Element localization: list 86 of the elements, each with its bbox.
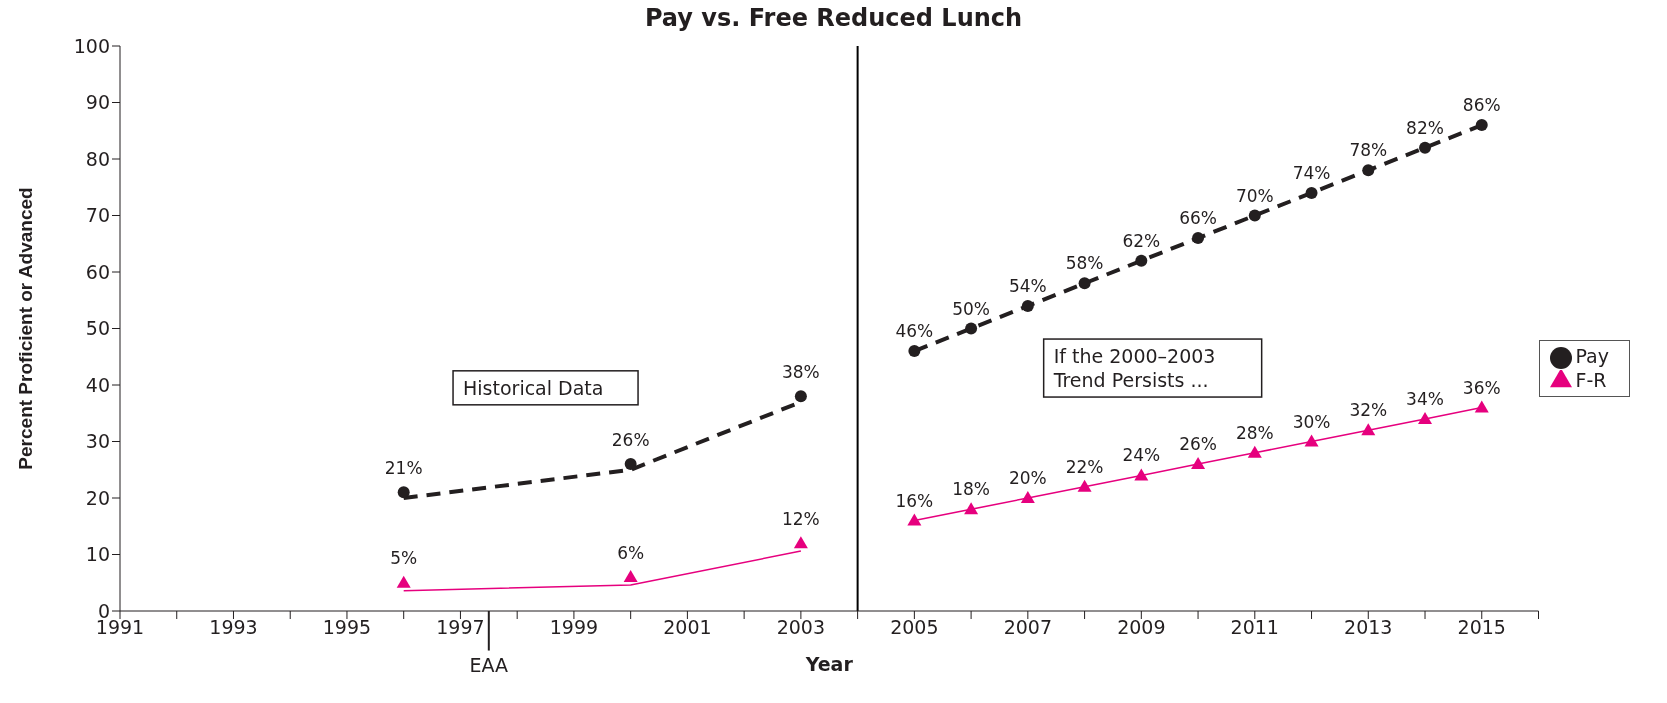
y-tick-label: 10 — [85, 543, 110, 566]
x-tick-label: 2007 — [1003, 616, 1053, 639]
y-tick-label: 90 — [85, 91, 110, 114]
point — [793, 536, 808, 549]
data-label: 38% — [781, 361, 820, 382]
data-label: 28% — [1235, 422, 1274, 443]
y-tick-label: 70 — [85, 204, 110, 227]
point — [965, 322, 978, 335]
data-label: 82% — [1406, 117, 1444, 138]
x-tick-label: 2009 — [1117, 616, 1166, 639]
point — [624, 458, 637, 471]
data-label: 24% — [1122, 445, 1161, 466]
data-label: 66% — [1179, 208, 1217, 229]
point — [1304, 434, 1319, 447]
x-tick-label: 1999 — [549, 616, 599, 639]
x-tick-label: 2015 — [1457, 616, 1506, 639]
legend-label: Pay — [1575, 345, 1609, 367]
legend-label: F-R — [1575, 368, 1607, 391]
point — [396, 575, 411, 588]
point — [1418, 411, 1433, 424]
x-tick-label: 2005 — [890, 616, 939, 639]
data-label: 20% — [1008, 468, 1047, 488]
data-label: 54% — [1008, 275, 1047, 296]
data-label: 16% — [895, 490, 934, 511]
point — [1362, 164, 1375, 177]
data-label: 26% — [1179, 434, 1217, 455]
point — [1305, 186, 1318, 199]
data-label: 62% — [1122, 230, 1161, 251]
data-label: 46% — [895, 321, 934, 342]
y-tick-label: 100 — [73, 34, 110, 57]
data-label: 22% — [1065, 456, 1104, 477]
x-tick-label: 2001 — [663, 616, 712, 639]
x-tick-label: 1997 — [436, 616, 485, 639]
point — [794, 390, 807, 403]
data-label: 50% — [952, 298, 990, 319]
data-label: 30% — [1292, 411, 1331, 432]
y-axis-title: Percent Proficient or Advanced — [14, 187, 36, 470]
point — [1419, 141, 1432, 154]
data-label: 32% — [1349, 400, 1388, 421]
text: EAA — [469, 654, 509, 677]
x-tick-label: 2013 — [1344, 616, 1393, 639]
x-tick-label: 2003 — [776, 616, 826, 639]
y-tick-label: 60 — [85, 260, 110, 283]
point — [623, 570, 638, 583]
y-tick-label: 80 — [85, 147, 110, 170]
point — [1361, 423, 1376, 436]
y-tick-label: 20 — [85, 486, 110, 509]
data-label: 74% — [1292, 162, 1331, 183]
annotation: Historical Data — [463, 376, 604, 399]
point — [964, 502, 979, 515]
data-label: 86% — [1462, 95, 1501, 116]
data-label: 6% — [617, 542, 645, 563]
data-label: 36% — [1462, 377, 1501, 398]
y-tick-label: 30 — [85, 430, 110, 453]
point — [1020, 491, 1035, 503]
data-label: 70% — [1235, 185, 1274, 206]
chart-title: Pay vs. Free Reduced Lunch — [643, 3, 1024, 34]
point — [1135, 254, 1148, 267]
point — [1248, 209, 1261, 222]
point — [1475, 119, 1488, 132]
point — [397, 486, 410, 499]
point — [908, 345, 921, 358]
point — [1247, 445, 1262, 458]
y-tick-label: 50 — [85, 317, 110, 340]
point — [1021, 299, 1034, 312]
data-label: 5% — [390, 548, 418, 569]
point — [1077, 479, 1092, 492]
data-label: 58% — [1065, 253, 1104, 274]
point — [1191, 457, 1206, 470]
x-tick-label: 1995 — [322, 616, 372, 639]
data-label: 18% — [952, 479, 990, 500]
y-tick-label: 40 — [85, 373, 110, 396]
point — [907, 513, 922, 526]
x-tick-label: 1993 — [209, 616, 258, 639]
x-tick-label: 2011 — [1230, 616, 1279, 639]
annotation: If the 2000–2003 Trend Persists ... — [1052, 345, 1216, 392]
point — [1474, 400, 1489, 413]
data-label: 26% — [611, 429, 650, 450]
data-label: 78% — [1349, 140, 1388, 161]
point — [1192, 232, 1205, 245]
point — [1134, 468, 1149, 481]
data-label: 12% — [781, 508, 820, 529]
data-label: 34% — [1406, 388, 1444, 409]
x-axis-title: Year — [804, 653, 854, 675]
point — [1078, 277, 1091, 290]
data-label: 21% — [384, 457, 423, 478]
